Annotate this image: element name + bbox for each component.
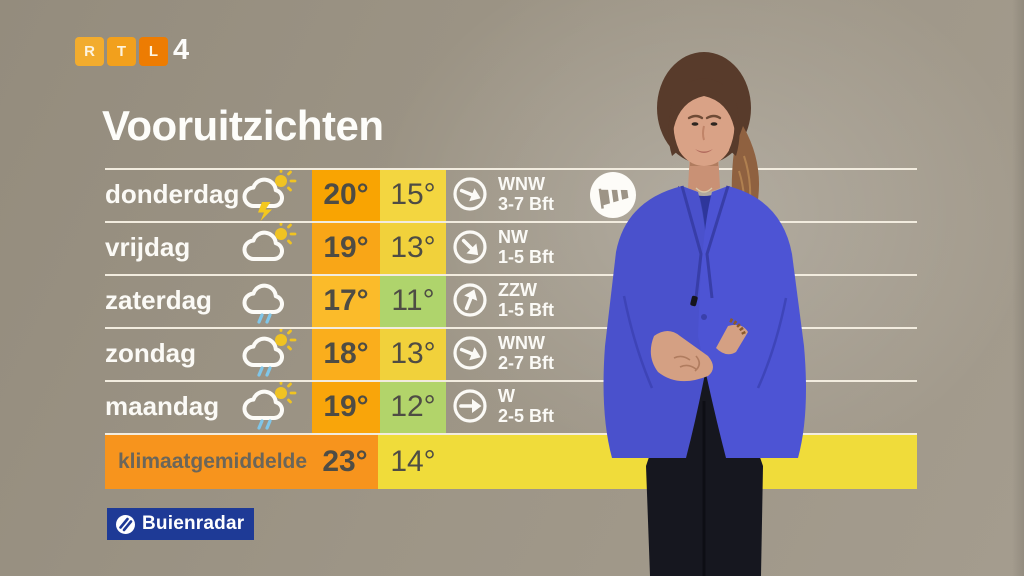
rtl-logo-number: 4 [173,34,190,66]
forecast-row-vrijdag: 19° 13° vrijdag [0,221,1024,274]
wind-direction-label: WNW [498,174,545,194]
cloud-icon [242,230,284,262]
min-temp-cell: 12° [380,380,446,433]
weather-icon-cloud-sun-rain [242,328,297,377]
max-temp-cell: 19° [312,221,380,274]
forecast-row-maandag: 19° 12° maandag [0,380,1024,433]
min-temp-cell: 13° [380,221,446,274]
row-divider [105,433,917,435]
min-temp-cell: 13° [380,327,446,380]
wind-text: WNW 2-7 Bft [498,333,554,373]
cloud-icon [242,177,284,209]
page-title: Vooruitzichten [102,102,384,149]
rtl-logo-square: L [139,37,168,66]
row-divider [105,221,917,223]
buienradar-label: Buienradar [142,513,245,534]
lightning-icon [258,202,272,221]
wind-force-label: 1-5 Bft [498,247,555,267]
row-divider [105,380,917,382]
forecast-row-donderdag: 20° 15° donderdag [0,168,1024,221]
wind-text: NW 1-5 Bft [498,227,554,267]
wind-text: WNW 3-7 Bft [498,174,554,214]
gust-warning-windsock-icon [590,172,636,218]
weather-icon-cloud-rain [242,283,284,324]
wind-direction-label: NW [498,227,528,247]
rain-icon [257,419,272,430]
buienradar-icon [116,514,135,534]
cloud-icon [242,283,284,315]
max-temp-cell: 20° [312,168,380,221]
wind-direction-icon [453,177,487,211]
rtl-logo-square: T [107,37,136,66]
row-divider [105,274,917,276]
climate-label: klimaatgemiddelde [118,450,308,473]
day-label: maandag [105,391,220,421]
sun-icon [275,328,297,351]
sun-icon [275,381,297,404]
max-temp-cell: 19° [312,380,380,433]
cloud-icon [242,389,284,421]
cloud-icon [242,336,284,368]
climate-max-temp: 23° [322,445,368,478]
wind-text: W 2-5 Bft [498,386,554,426]
day-label: donderdag [105,179,240,209]
wind-force-label: 3-7 Bft [498,194,555,214]
weather-icon-cloud-sun-rain [242,381,297,430]
row-divider [105,168,917,170]
climate-max-band [105,435,378,489]
forecast-row-zondag: 18° 13° zondag [0,327,1024,380]
day-label: zondag [105,338,196,368]
min-temp-cell: 15° [380,168,446,221]
weather-icon-cloud-sun [242,222,297,262]
wind-direction-icon [453,389,487,423]
wind-direction-label: ZZW [498,280,537,300]
rtl-logo-square: R [75,37,104,66]
presenter-photo [603,52,806,576]
weather-icon-cloud-sun-lightning [242,169,297,221]
rain-icon [257,313,272,324]
wind-direction-icon [453,230,487,264]
wind-force-label: 1-5 Bft [498,300,555,320]
wind-direction-label: WNW [498,333,545,353]
rain-icon [257,366,272,377]
wind-direction-label: W [498,386,515,406]
buienradar-logo: Buienradar [107,508,254,540]
row-divider [105,327,917,329]
wind-force-label: 2-7 Bft [498,353,555,373]
climate-min-temp: 14° [390,445,436,478]
sun-icon [275,222,297,245]
wind-direction-icon [453,283,487,317]
day-label: zaterdag [105,285,212,315]
max-temp-cell: 18° [312,327,380,380]
wind-direction-icon [453,336,487,370]
wind-text: ZZW 1-5 Bft [498,280,554,320]
max-temp-cell: 17° [312,274,380,327]
day-label: vrijdag [105,232,191,262]
min-temp-cell: 11° [380,274,446,327]
wind-force-label: 2-5 Bft [498,406,555,426]
sun-icon [275,169,297,192]
forecast-row-zaterdag: 17° 11° zaterdag [0,274,1024,327]
